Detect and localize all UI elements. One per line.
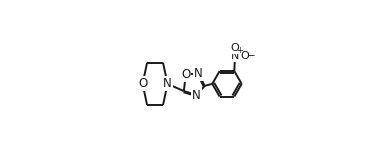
Text: +: +	[237, 46, 244, 55]
Text: −: −	[247, 51, 256, 61]
Text: O: O	[231, 43, 239, 53]
Text: O: O	[138, 77, 147, 90]
Text: O: O	[240, 51, 249, 61]
Text: N: N	[192, 88, 201, 102]
Text: N: N	[194, 67, 203, 80]
Text: N: N	[231, 51, 239, 61]
Text: N: N	[163, 77, 172, 90]
Text: O: O	[181, 68, 190, 81]
